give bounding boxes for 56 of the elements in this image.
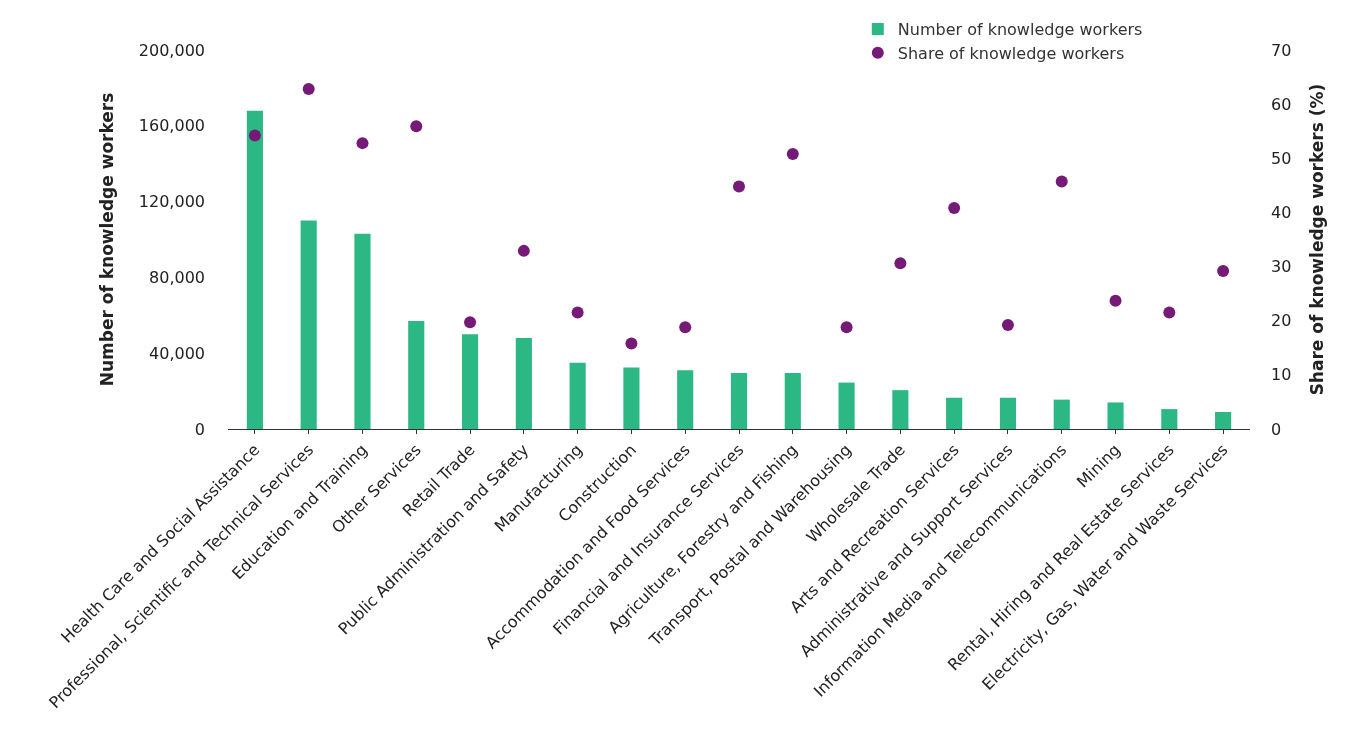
bar [515, 338, 532, 429]
bar [730, 373, 748, 429]
y-tick-label: 120,000 [138, 192, 205, 212]
point [679, 321, 692, 334]
bar [784, 373, 801, 429]
bar [1053, 399, 1070, 429]
point [840, 321, 853, 334]
bar [946, 397, 963, 429]
y2-tick-label: 10 [1271, 365, 1292, 385]
point [948, 202, 961, 215]
point [733, 180, 745, 193]
bar [1215, 411, 1232, 429]
point [248, 129, 261, 142]
bar [677, 370, 694, 429]
y2-axis-title: Share of knowledge workers (%) [1306, 83, 1327, 396]
point [464, 316, 477, 329]
point [1217, 264, 1230, 277]
point [786, 147, 799, 160]
y-tick-label: 40,000 [149, 343, 205, 363]
point [894, 257, 907, 270]
y-axis-title: Number of knowledge workers [97, 92, 118, 387]
y2-tick-label: 0 [1271, 419, 1282, 439]
point [356, 137, 369, 150]
bar [569, 362, 586, 429]
y2-tick-label: 70 [1271, 40, 1292, 60]
y-tick-label: 200,000 [138, 40, 205, 60]
legend-label: Number of knowledge workers [897, 20, 1143, 40]
bar [1107, 402, 1124, 429]
y2-tick-label: 30 [1271, 257, 1292, 277]
point [1001, 319, 1014, 332]
y-tick-label: 80,000 [149, 268, 205, 287]
y2-tick-label: 40 [1271, 203, 1292, 223]
legend-label: Share of knowledge workers [897, 44, 1125, 64]
point [1055, 175, 1068, 188]
y2-tick-label: 50 [1271, 148, 1292, 168]
y-tick-label: 160,000 [138, 116, 205, 136]
bar [408, 320, 425, 429]
y2-tick-label: 60 [1271, 94, 1292, 114]
bar [461, 334, 479, 429]
bar [300, 220, 317, 429]
point [1163, 306, 1176, 319]
point [517, 244, 530, 257]
bar [354, 233, 371, 429]
bar [838, 382, 855, 429]
y-tick-label: 0 [194, 419, 205, 439]
point [1109, 294, 1122, 307]
point [625, 337, 638, 350]
point [571, 306, 584, 319]
bar [1161, 409, 1178, 429]
bar [246, 110, 263, 429]
point [302, 82, 315, 95]
bar [623, 367, 640, 429]
point [410, 120, 423, 133]
y2-tick-label: 20 [1271, 311, 1292, 331]
bar [999, 397, 1017, 429]
bar [892, 390, 909, 429]
